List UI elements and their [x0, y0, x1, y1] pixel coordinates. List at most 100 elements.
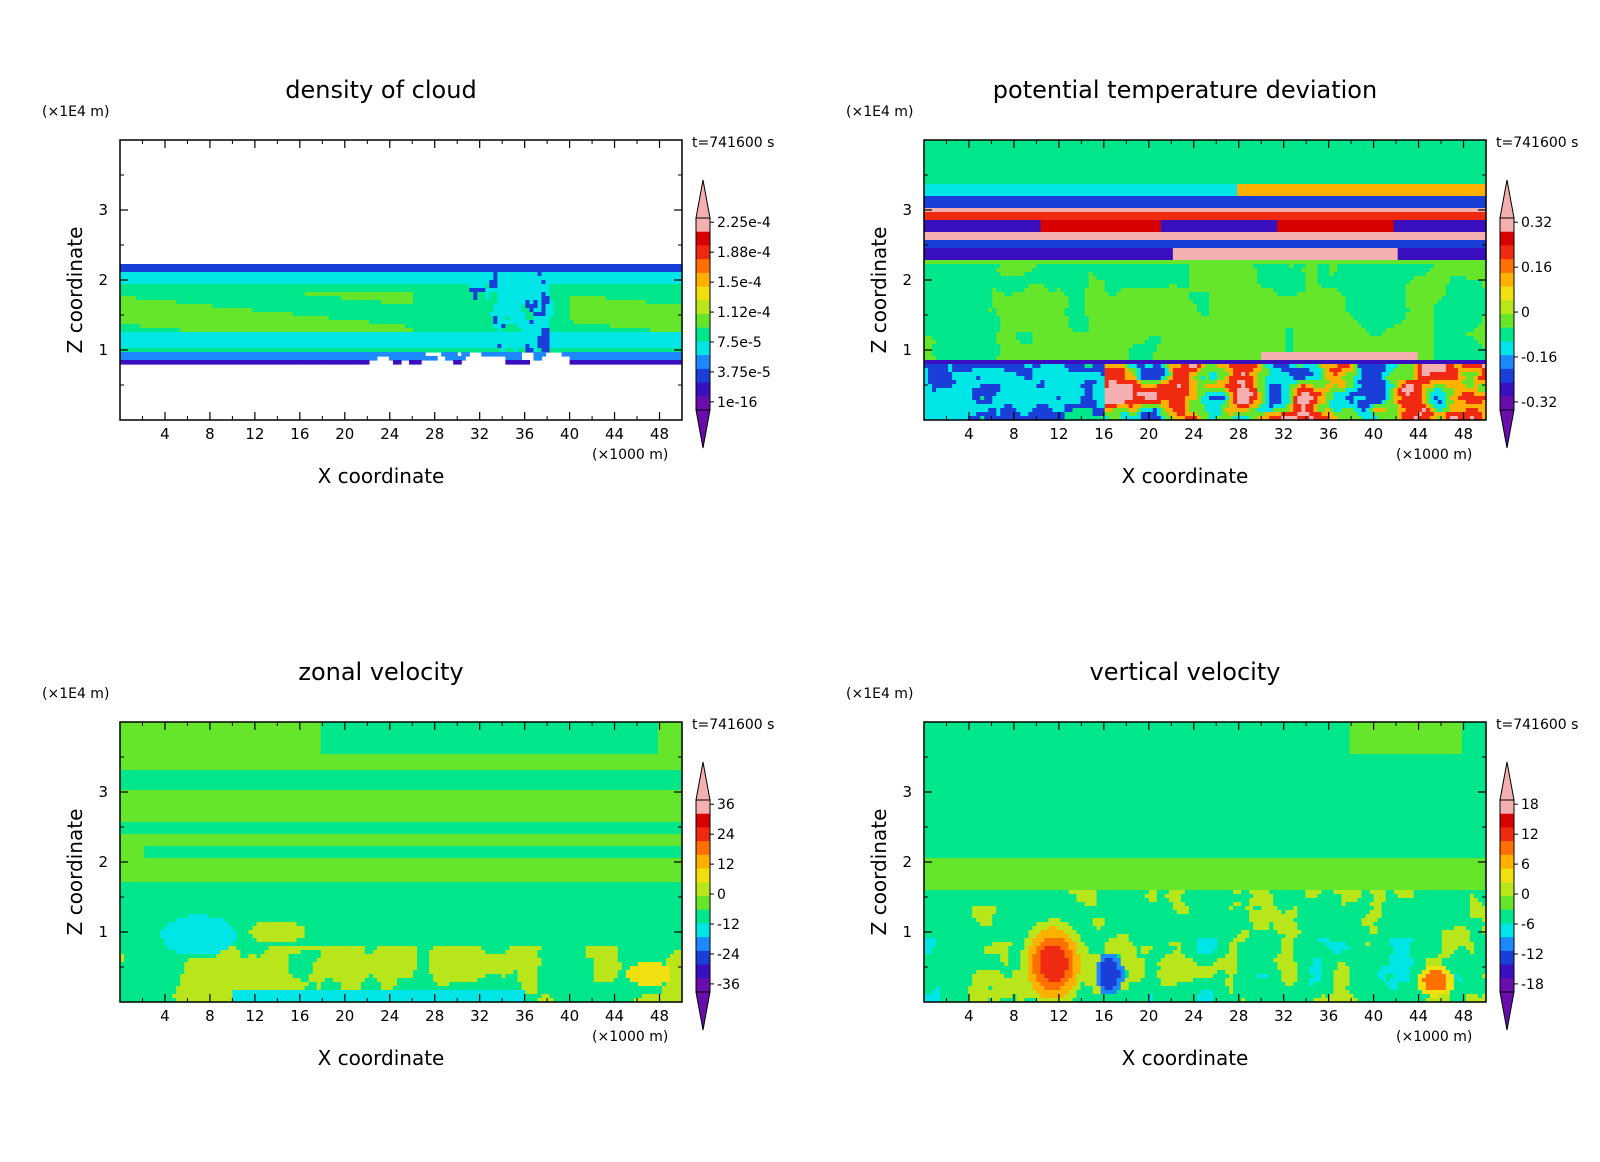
- colorbar-top-arrow: [696, 762, 710, 800]
- x-unit-label: (×1000 m): [592, 447, 668, 463]
- colorbar-swatch: [1500, 232, 1514, 246]
- x-tick-label: 48: [1454, 1007, 1473, 1025]
- x-tick-label: 12: [1049, 1007, 1068, 1025]
- x-tick-label: 28: [425, 1007, 444, 1025]
- colorbar-swatch: [1500, 383, 1514, 397]
- colorbar: 1e-163.75e-57.5e-51.12e-41.5e-41.88e-42.…: [696, 180, 771, 448]
- colorbar-swatch: [696, 300, 710, 314]
- x-tick-label: 20: [1139, 425, 1158, 443]
- y-tick-label: 1: [98, 923, 108, 941]
- x-tick-label: 44: [1409, 425, 1428, 443]
- colorbar-swatch: [696, 314, 710, 328]
- y-tick-label: 3: [98, 201, 108, 219]
- y-unit-label: (×1E4 m): [846, 104, 913, 120]
- x-tick-label: 32: [470, 425, 489, 443]
- colorbar-label: 0.16: [1521, 260, 1552, 276]
- colorbar-swatch: [1500, 218, 1514, 232]
- colorbar-swatch: [696, 369, 710, 383]
- x-tick-label: 16: [290, 1007, 309, 1025]
- colorbar-swatch: [1500, 951, 1514, 965]
- colorbar-swatch: [696, 882, 710, 896]
- colorbar-swatch: [696, 396, 710, 410]
- colorbar-bottom-arrow: [1500, 410, 1514, 448]
- x-tick-label: 36: [515, 1007, 534, 1025]
- panel-title: zonal velocity: [298, 658, 463, 686]
- colorbar-swatch: [1500, 814, 1514, 828]
- x-tick-label: 24: [1184, 1007, 1203, 1025]
- contour-field: [924, 140, 1487, 421]
- colorbar-swatch: [1500, 355, 1514, 369]
- y-tick-label: 1: [902, 923, 912, 941]
- colorbar-label: 1.5e-4: [717, 275, 762, 291]
- colorbar-swatch: [696, 218, 710, 232]
- colorbar-swatch: [1500, 314, 1514, 328]
- x-tick-label: 24: [380, 1007, 399, 1025]
- colorbar-swatch: [696, 896, 710, 910]
- colorbar-swatch: [696, 951, 710, 965]
- y-axis-label: Z coordinate: [63, 809, 87, 936]
- x-tick-label: 4: [160, 1007, 170, 1025]
- x-unit-label: (×1000 m): [1396, 1029, 1472, 1045]
- x-tick-label: 8: [1009, 425, 1019, 443]
- x-tick-label: 28: [1229, 425, 1248, 443]
- colorbar-label: 6: [1521, 857, 1530, 873]
- colorbar-label: 36: [717, 797, 735, 813]
- colorbar-label: 1.12e-4: [717, 305, 771, 321]
- colorbar-bottom-arrow: [1500, 992, 1514, 1030]
- colorbar-swatch: [1500, 855, 1514, 869]
- x-tick-label: 4: [964, 425, 974, 443]
- colorbar-label: -24: [717, 947, 740, 963]
- colorbar-swatch: [1500, 978, 1514, 992]
- colorbar-swatch: [1500, 910, 1514, 924]
- colorbar-label: 18: [1521, 797, 1539, 813]
- y-tick-label: 2: [902, 271, 912, 289]
- x-tick-label: 16: [1094, 425, 1113, 443]
- panel-title: vertical velocity: [1090, 658, 1281, 686]
- x-axis-label: X coordinate: [1122, 1046, 1249, 1070]
- y-tick-label: 3: [902, 783, 912, 801]
- colorbar-top-arrow: [1500, 180, 1514, 218]
- colorbar-swatch: [1500, 300, 1514, 314]
- x-tick-label: 4: [964, 1007, 974, 1025]
- colorbar-label: 24: [717, 827, 735, 843]
- x-tick-label: 40: [1364, 425, 1383, 443]
- colorbar-label: -36: [717, 977, 740, 993]
- x-tick-label: 36: [515, 425, 534, 443]
- colorbar-swatch: [1500, 896, 1514, 910]
- colorbar-label: -0.16: [1521, 350, 1557, 366]
- colorbar-swatch: [1500, 287, 1514, 301]
- x-tick-label: 20: [335, 425, 354, 443]
- colorbar: -0.32-0.1600.160.32: [1500, 180, 1557, 448]
- x-tick-label: 28: [1229, 1007, 1248, 1025]
- x-tick-label: 40: [1364, 1007, 1383, 1025]
- y-unit-label: (×1E4 m): [42, 104, 109, 120]
- x-tick-label: 8: [1009, 1007, 1019, 1025]
- colorbar-swatch: [696, 855, 710, 869]
- x-tick-label: 40: [560, 1007, 579, 1025]
- colorbar-label: 3.75e-5: [717, 365, 771, 381]
- x-tick-label: 12: [1049, 425, 1068, 443]
- colorbar-label: 0: [717, 887, 726, 903]
- colorbar-swatch: [696, 232, 710, 246]
- y-tick-label: 3: [98, 783, 108, 801]
- x-unit-label: (×1000 m): [592, 1029, 668, 1045]
- y-unit-label: (×1E4 m): [42, 686, 109, 702]
- colorbar-swatch: [696, 800, 710, 814]
- colorbar-swatch: [696, 923, 710, 937]
- colorbar-bottom-arrow: [696, 410, 710, 448]
- x-tick-label: 4: [160, 425, 170, 443]
- y-axis-label: Z coordinate: [867, 809, 891, 936]
- colorbar-label: 1.88e-4: [717, 245, 771, 261]
- x-tick-label: 32: [1274, 1007, 1293, 1025]
- y-tick-label: 2: [902, 853, 912, 871]
- x-tick-label: 16: [290, 425, 309, 443]
- x-tick-label: 8: [205, 1007, 215, 1025]
- x-tick-label: 20: [1139, 1007, 1158, 1025]
- colorbar-swatch: [1500, 923, 1514, 937]
- colorbar-swatch: [696, 910, 710, 924]
